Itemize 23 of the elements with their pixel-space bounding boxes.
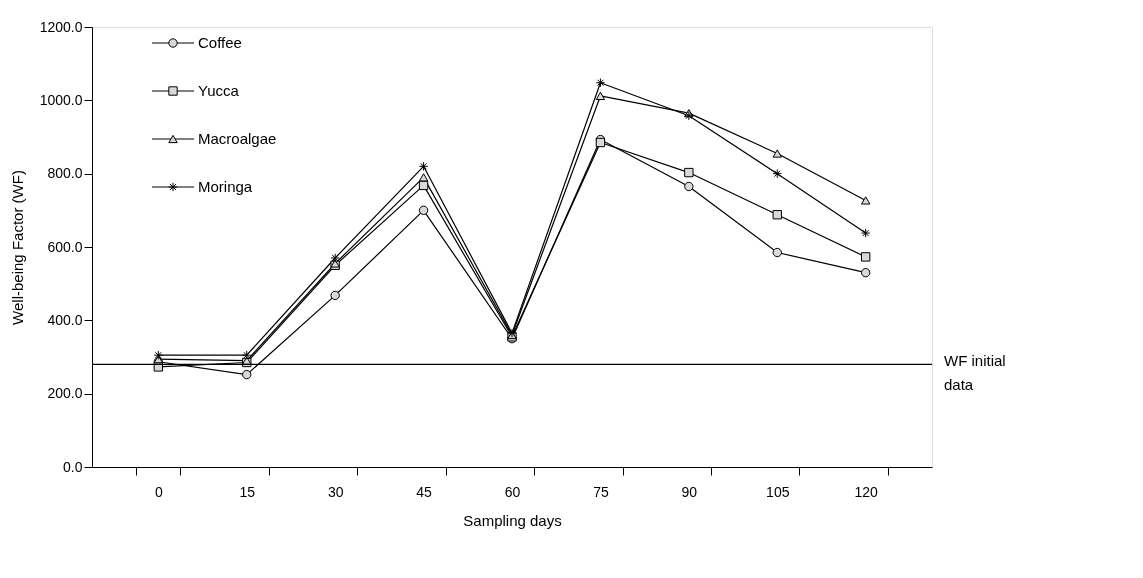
ref-line-label: WF initial data (944, 352, 1006, 394)
legend-label: Moringa (198, 178, 253, 195)
y-tick-label: 1000.0 (39, 91, 83, 108)
x-tick-label: 30 (327, 483, 344, 500)
y-tick-label: 800.0 (47, 165, 83, 182)
x-tick-label: 0 (154, 483, 163, 500)
x-tick-label: 105 (766, 483, 790, 500)
x-tick-label: 90 (681, 483, 698, 500)
x-tick-label: 120 (854, 483, 879, 500)
y-tick-label: 600.0 (47, 238, 83, 255)
y-tick-label: 200.0 (47, 385, 83, 402)
y-tick-label: 1200.0 (39, 18, 83, 35)
x-tick-label: 45 (416, 483, 433, 500)
legend-label: Yucca (198, 82, 240, 99)
y-axis-title: Well-being Factor (WF) (8, 170, 26, 325)
x-tick-label: 15 (239, 483, 256, 500)
y-tick-label: 400.0 (47, 311, 83, 328)
x-axis-title: Sampling days (463, 511, 562, 529)
x-tick-label: 75 (593, 483, 609, 500)
x-tick-label: 60 (504, 483, 521, 500)
y-tick-label: 0.0 (63, 458, 83, 475)
legend-label: Macroalgae (198, 130, 277, 147)
legend-label: Coffee (198, 34, 242, 51)
